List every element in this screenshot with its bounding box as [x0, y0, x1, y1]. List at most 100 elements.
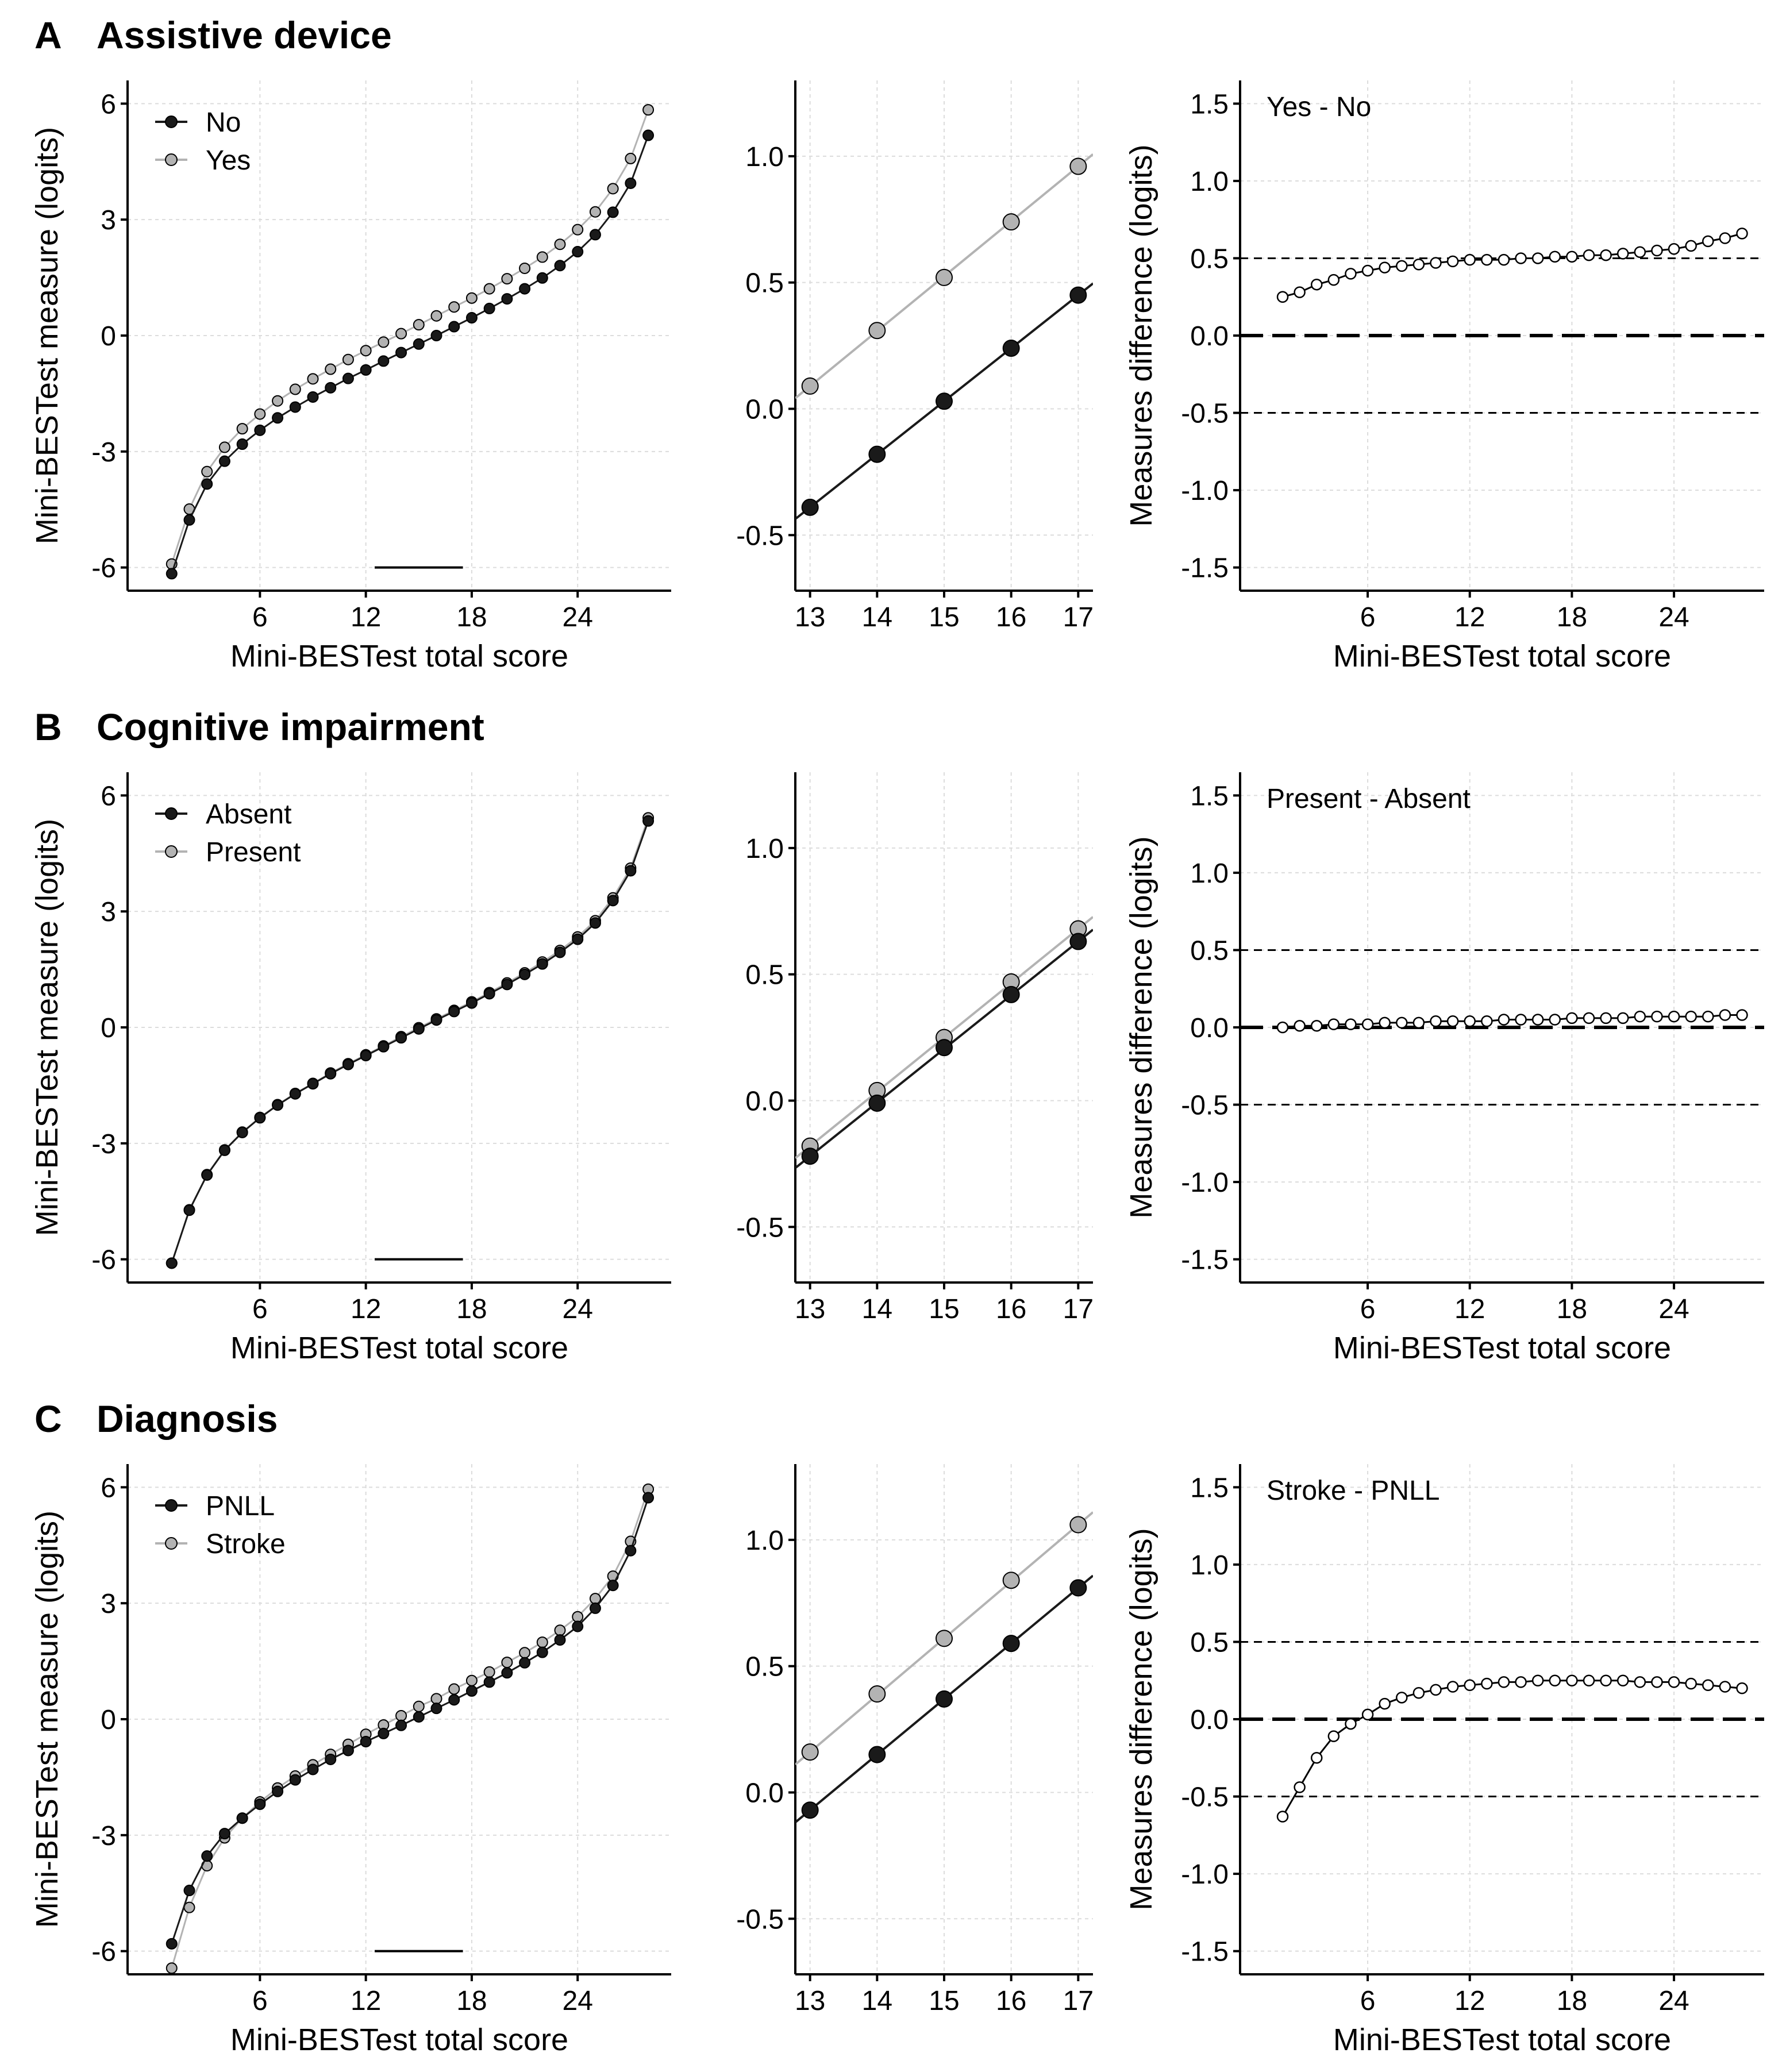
x-tick-label: 16	[996, 1294, 1026, 1324]
data-point	[307, 391, 319, 403]
x-tick-label: 14	[862, 602, 892, 633]
data-point	[201, 1850, 213, 1862]
data-point	[448, 1694, 460, 1706]
data-point	[536, 1646, 548, 1658]
data-point	[483, 1676, 495, 1688]
y-tick-label: 0	[101, 1013, 116, 1043]
x-tick-label: 6	[1360, 1294, 1376, 1324]
x-tick-label: 24	[1658, 1294, 1689, 1324]
data-point	[554, 1634, 566, 1646]
data-point	[936, 1690, 953, 1708]
data-point	[1651, 1010, 1663, 1023]
y-tick-label: 0.5	[1190, 1627, 1229, 1658]
y-tick-label: 3	[101, 1589, 116, 1619]
data-point	[519, 283, 531, 295]
zoom-chart: 13 14 15 16 17 -0.5 0.0 0.5 1.0	[736, 80, 1094, 633]
data-point	[1685, 1010, 1697, 1023]
data-point	[625, 177, 637, 189]
y-tick-label: 6	[101, 1473, 116, 1503]
data-point	[1345, 1018, 1357, 1030]
data-point	[1583, 1674, 1595, 1686]
x-tick-label: 12	[1454, 1294, 1485, 1324]
data-point	[342, 353, 354, 365]
panel-c: C Diagnosis 6 12 18 24 -6 -3 0 3 6 PNLL Stroke Mini-B…	[30, 1397, 1764, 2057]
data-point	[307, 373, 319, 385]
legend-label: No	[206, 107, 241, 138]
x-tick-label: 6	[252, 1986, 268, 2016]
x-axis-title: Mini-BESTest total score	[1333, 2023, 1671, 2057]
data-point	[1379, 1697, 1391, 1710]
data-point	[465, 1674, 478, 1686]
x-tick-label: 15	[929, 1294, 959, 1324]
x-tick-label: 16	[996, 602, 1026, 633]
legend-label: Absent	[206, 799, 291, 830]
data-point	[325, 1753, 337, 1765]
data-point	[625, 152, 637, 164]
difference-line	[1282, 1014, 1742, 1029]
data-point	[378, 1041, 390, 1053]
data-point	[1446, 1015, 1459, 1027]
data-point	[1583, 249, 1595, 261]
legend-marker	[165, 1537, 178, 1550]
y-tick-label: 0	[101, 321, 116, 352]
data-point	[1634, 1676, 1646, 1688]
data-point	[1327, 1018, 1340, 1030]
y-tick-label: 0.0	[745, 1778, 784, 1808]
data-point	[1616, 248, 1629, 260]
data-point	[868, 322, 886, 340]
y-tick-label: -0.5	[736, 1904, 784, 1935]
data-point	[1634, 246, 1646, 258]
data-point	[1396, 1692, 1408, 1704]
data-point	[936, 1630, 953, 1647]
data-point	[430, 330, 442, 341]
data-point	[1549, 1014, 1561, 1026]
data-point	[1651, 244, 1663, 257]
data-point	[360, 1736, 372, 1748]
data-point	[465, 997, 478, 1009]
data-point	[1327, 274, 1340, 286]
x-tick-label: 12	[351, 602, 381, 633]
legend-marker	[165, 115, 178, 128]
data-point	[1361, 1018, 1374, 1030]
x-tick-label: 24	[563, 1986, 593, 2016]
data-point	[236, 438, 248, 450]
data-point	[342, 1058, 354, 1070]
data-point	[1736, 1682, 1748, 1694]
data-point	[272, 1099, 284, 1111]
legend: PNLL Stroke	[155, 1491, 286, 1559]
data-point	[201, 1169, 213, 1181]
data-point	[868, 1685, 886, 1703]
x-tick-label: 14	[862, 1986, 892, 2016]
data-point	[1464, 1679, 1476, 1692]
data-point	[554, 946, 566, 958]
y-tick-label: 1.0	[745, 1526, 784, 1556]
y-tick-label: -3	[91, 437, 116, 468]
data-point	[465, 312, 478, 324]
y-tick-label: -1.5	[1181, 553, 1229, 584]
y-tick-label: 0.5	[745, 960, 784, 991]
y-axis-title: Mini-BESTest measure (logits)	[30, 127, 64, 544]
y-tick-label: 0.5	[1190, 244, 1229, 274]
panel-letter: C	[34, 1397, 62, 1440]
data-point	[378, 355, 390, 367]
legend-label: PNLL	[206, 1491, 275, 1522]
series-line	[171, 1489, 649, 1969]
y-tick-label: 0	[101, 1705, 116, 1735]
panel-b: B Cognitive impairment 6 12 18 24 -6 -3 0 3 6 Absen…	[30, 706, 1764, 1365]
x-tick-label: 14	[862, 1294, 892, 1324]
y-tick-label: 0.0	[1190, 1705, 1229, 1735]
x-tick-label: 24	[563, 1294, 593, 1324]
data-point	[1379, 1016, 1391, 1029]
data-point	[254, 1798, 266, 1810]
y-tick-label: 6	[101, 781, 116, 811]
zoom-series	[795, 916, 1093, 1169]
y-tick-label: -1.5	[1181, 1245, 1229, 1276]
data-point	[1276, 1811, 1289, 1823]
data-point	[1498, 1676, 1510, 1688]
difference-chart: 6 12 18 24 -1.5 -1.0 -0.5 0.0 0.5 1.0 1.5 Stroke - …	[1124, 1464, 1764, 2057]
data-point	[1736, 228, 1748, 240]
data-point	[1294, 286, 1306, 298]
data-point	[1361, 1708, 1374, 1721]
y-tick-label: 1.5	[1190, 89, 1229, 120]
